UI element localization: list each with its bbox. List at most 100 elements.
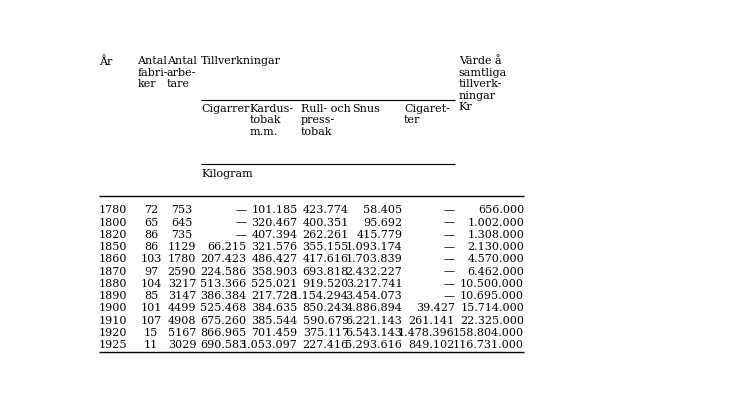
Text: 158.804.000: 158.804.000 [453, 328, 524, 338]
Text: 4.570.000: 4.570.000 [468, 254, 524, 264]
Text: 385.544: 385.544 [252, 316, 298, 325]
Text: Cigarrer: Cigarrer [201, 104, 250, 114]
Text: 1925: 1925 [98, 340, 127, 350]
Text: 919.520: 919.520 [302, 279, 349, 289]
Text: 320.467: 320.467 [252, 218, 298, 228]
Text: 321.576: 321.576 [252, 242, 298, 252]
Text: 4.886.894: 4.886.894 [346, 303, 402, 313]
Text: 849.102: 849.102 [408, 340, 454, 350]
Text: 1.002.000: 1.002.000 [468, 218, 524, 228]
Text: 39.427: 39.427 [415, 303, 454, 313]
Text: 701.459: 701.459 [252, 328, 298, 338]
Text: 693.818: 693.818 [302, 267, 349, 277]
Text: 1.478.396: 1.478.396 [398, 328, 454, 338]
Text: 11: 11 [144, 340, 158, 350]
Text: 15: 15 [144, 328, 158, 338]
Text: Antal
fabri-
ker: Antal fabri- ker [137, 56, 168, 89]
Text: 3.217.741: 3.217.741 [346, 279, 402, 289]
Text: 5.293.616: 5.293.616 [346, 340, 402, 350]
Text: Kilogram: Kilogram [201, 169, 252, 179]
Text: 1900: 1900 [98, 303, 127, 313]
Text: 590.679: 590.679 [302, 316, 349, 325]
Text: 95.692: 95.692 [363, 218, 402, 228]
Text: 355.155: 355.155 [302, 242, 349, 252]
Text: —: — [443, 267, 454, 277]
Text: —: — [236, 230, 247, 240]
Text: 3029: 3029 [167, 340, 196, 350]
Text: —: — [443, 205, 454, 216]
Text: 1780: 1780 [98, 205, 127, 216]
Text: Tillverkningar: Tillverkningar [201, 56, 281, 66]
Text: 86: 86 [144, 242, 158, 252]
Text: 525.021: 525.021 [252, 279, 298, 289]
Text: 375.117: 375.117 [303, 328, 349, 338]
Text: 86: 86 [144, 230, 158, 240]
Text: 97: 97 [144, 267, 158, 277]
Text: 22.325.000: 22.325.000 [460, 316, 524, 325]
Text: Antal
arbe-
tare: Antal arbe- tare [167, 56, 197, 89]
Text: 400.351: 400.351 [302, 218, 349, 228]
Text: 2.432.227: 2.432.227 [346, 267, 402, 277]
Text: 1.093.174: 1.093.174 [346, 242, 402, 252]
Text: 1920: 1920 [98, 328, 127, 338]
Text: —: — [443, 242, 454, 252]
Text: 1860: 1860 [98, 254, 127, 264]
Text: 1780: 1780 [168, 254, 196, 264]
Text: 101.185: 101.185 [252, 205, 298, 216]
Text: 866.965: 866.965 [200, 328, 247, 338]
Text: 2.130.000: 2.130.000 [468, 242, 524, 252]
Text: 415.779: 415.779 [356, 230, 402, 240]
Text: Snus: Snus [352, 104, 379, 114]
Text: 103: 103 [140, 254, 161, 264]
Text: 15.714.000: 15.714.000 [460, 303, 524, 313]
Text: 850.243: 850.243 [302, 303, 349, 313]
Text: 1800: 1800 [98, 218, 127, 228]
Text: —: — [236, 218, 247, 228]
Text: 1129: 1129 [167, 242, 196, 252]
Text: 104: 104 [140, 279, 161, 289]
Text: 1850: 1850 [98, 242, 127, 252]
Text: 486.427: 486.427 [252, 254, 298, 264]
Text: 1890: 1890 [98, 291, 127, 301]
Text: 85: 85 [144, 291, 158, 301]
Text: 423.774: 423.774 [303, 205, 349, 216]
Text: 384.635: 384.635 [252, 303, 298, 313]
Text: 10.500.000: 10.500.000 [460, 279, 524, 289]
Text: 645: 645 [171, 218, 192, 228]
Text: 101: 101 [140, 303, 161, 313]
Text: 1880: 1880 [98, 279, 127, 289]
Text: Cigaret-
ter: Cigaret- ter [404, 104, 450, 125]
Text: 107: 107 [140, 316, 161, 325]
Text: 4499: 4499 [167, 303, 196, 313]
Text: 1.154.294: 1.154.294 [292, 291, 349, 301]
Text: 513.366: 513.366 [200, 279, 247, 289]
Text: 65: 65 [144, 218, 158, 228]
Text: År: År [98, 56, 112, 67]
Text: 358.903: 358.903 [252, 267, 298, 277]
Text: 5167: 5167 [168, 328, 196, 338]
Text: Kardus-
tobak
m.m.: Kardus- tobak m.m. [250, 104, 294, 137]
Text: —: — [443, 291, 454, 301]
Text: 217.728: 217.728 [252, 291, 298, 301]
Text: 58.405: 58.405 [363, 205, 402, 216]
Text: Rull- och
press-
tobak: Rull- och press- tobak [301, 104, 351, 137]
Text: 207.423: 207.423 [200, 254, 247, 264]
Text: 735: 735 [171, 230, 192, 240]
Text: 6.543.143: 6.543.143 [346, 328, 402, 338]
Text: 1.053.097: 1.053.097 [241, 340, 298, 350]
Text: —: — [443, 230, 454, 240]
Text: 1.308.000: 1.308.000 [468, 230, 524, 240]
Text: 3.454.073: 3.454.073 [346, 291, 402, 301]
Text: 690.583: 690.583 [200, 340, 247, 350]
Text: —: — [443, 218, 454, 228]
Text: 525.468: 525.468 [200, 303, 247, 313]
Text: 3217: 3217 [168, 279, 196, 289]
Text: Värde å
samtliga
tillverk-
ningar
Kr: Värde å samtliga tillverk- ningar Kr [459, 56, 507, 112]
Text: 1910: 1910 [98, 316, 127, 325]
Text: —: — [443, 279, 454, 289]
Text: 10.695.000: 10.695.000 [460, 291, 524, 301]
Text: 2590: 2590 [167, 267, 196, 277]
Text: 386.384: 386.384 [200, 291, 247, 301]
Text: 227.416: 227.416 [302, 340, 349, 350]
Text: 407.394: 407.394 [252, 230, 298, 240]
